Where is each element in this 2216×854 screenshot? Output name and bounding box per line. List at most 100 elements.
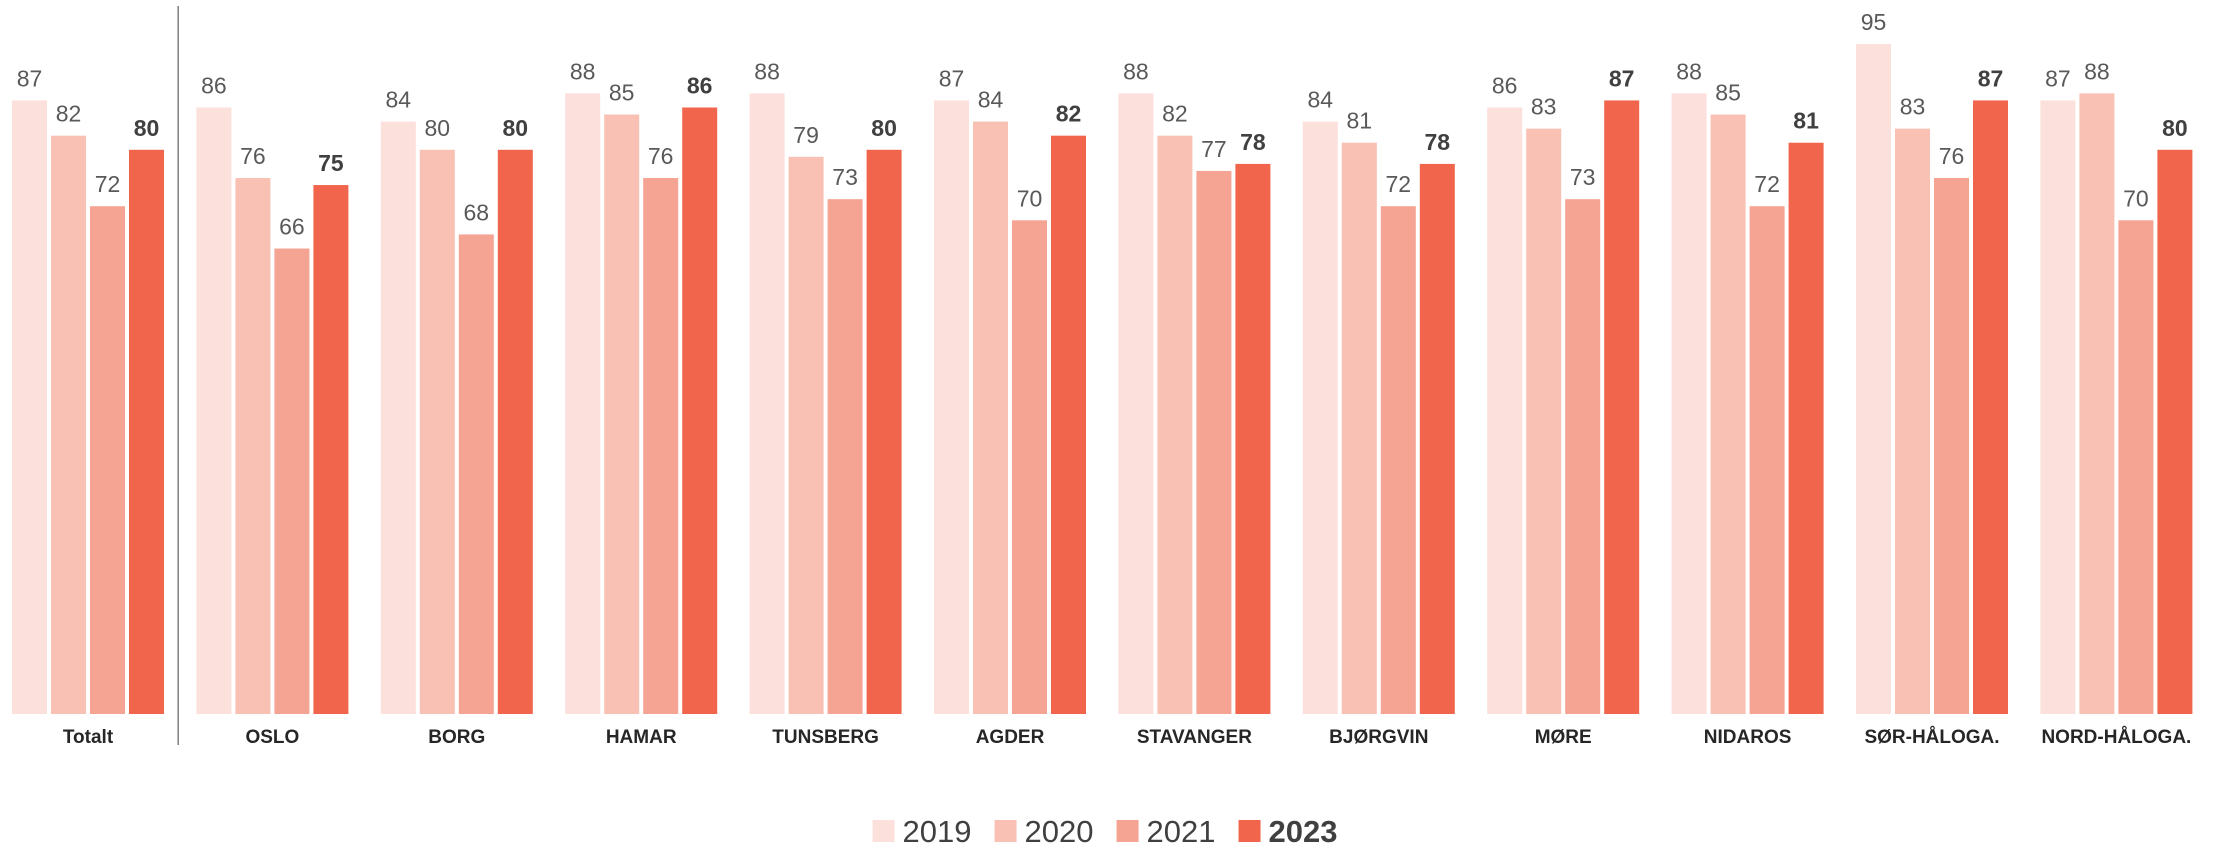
bar-bjørgvin-2021 [1380, 206, 1416, 715]
bar-hamar-2023 [682, 107, 718, 714]
value-label-oslo-2020: 76 [240, 143, 266, 169]
value-label-totalt-2023: 80 [134, 115, 160, 141]
bar-oslo-2021 [274, 248, 310, 715]
value-labels-layer: 87 82 72 80 86 76 66 75 84 80 68 80 88 85 76 86 88 79 73 80… [17, 9, 2188, 240]
bar-agder-2020 [973, 121, 1008, 714]
value-label-møre-2020: 83 [1531, 94, 1557, 120]
bars-layer [12, 44, 2193, 715]
bar-bjørgvin-2020 [1341, 142, 1377, 715]
value-label-sør-håloga-2023: 87 [1978, 65, 2004, 91]
bar-tunsberg-2023 [866, 149, 902, 714]
category-labels-layer: Totalt OSLO BORG HAMAR TUNSBERG AGDER STAVANGE… [63, 727, 2192, 748]
bar-totalt-2020 [51, 135, 86, 714]
bar-totalt-2019 [12, 100, 47, 715]
value-label-borg-2021: 68 [464, 199, 490, 225]
bar-borg-2023 [497, 149, 533, 714]
category-label-nord-håloga: NORD-HÅLOGA. [2041, 727, 2191, 748]
bar-sør-håloga-2020 [1895, 128, 1930, 714]
value-label-agder-2021: 70 [1017, 185, 1043, 211]
value-label-nord-håloga-2020: 88 [2084, 58, 2110, 84]
value-label-totalt-2021: 72 [95, 171, 121, 197]
value-label-nord-håloga-2023: 80 [2162, 115, 2188, 141]
bar-totalt-2023 [129, 149, 164, 714]
bar-møre-2023 [1604, 100, 1640, 715]
category-label-totalt: Totalt [63, 727, 114, 748]
value-label-nord-håloga-2019: 87 [2045, 65, 2071, 91]
bar-tunsberg-2020 [788, 156, 824, 714]
value-label-hamar-2020: 85 [609, 80, 635, 106]
value-label-oslo-2019: 86 [201, 72, 227, 98]
category-label-stavanger: STAVANGER [1137, 727, 1252, 748]
category-label-sør-håloga: SØR-HÅLOGA. [1864, 727, 1999, 748]
value-label-oslo-2021: 66 [279, 214, 305, 240]
value-label-sør-håloga-2020: 83 [1900, 94, 1926, 120]
bar-hamar-2021 [643, 178, 679, 714]
value-label-møre-2023: 87 [1609, 65, 1635, 91]
value-label-bjørgvin-2019: 84 [1308, 87, 1334, 113]
bar-oslo-2023 [313, 185, 349, 715]
value-label-nidaros-2023: 81 [1793, 108, 1819, 134]
value-label-sør-håloga-2021: 76 [1939, 143, 1965, 169]
value-label-bjørgvin-2023: 78 [1425, 129, 1451, 155]
bar-møre-2019 [1487, 107, 1523, 714]
value-label-nord-håloga-2021: 70 [2123, 185, 2149, 211]
bar-møre-2020 [1526, 128, 1562, 714]
legend-swatch-2020 [994, 820, 1017, 842]
bar-totalt-2021 [90, 206, 125, 715]
legend-swatch-2019 [872, 820, 895, 842]
bar-tunsberg-2021 [827, 199, 863, 714]
value-label-hamar-2019: 88 [570, 58, 596, 84]
bar-møre-2021 [1565, 199, 1601, 714]
legend: 2019 2020 2021 2023 [872, 814, 1338, 849]
category-label-bjørgvin: BJØRGVIN [1329, 727, 1428, 748]
value-label-nidaros-2019: 88 [1676, 58, 1702, 84]
bar-agder-2021 [1012, 220, 1047, 714]
value-label-hamar-2023: 86 [687, 72, 713, 98]
bar-nidaros-2023 [1788, 142, 1824, 715]
bar-sør-håloga-2019 [1856, 44, 1891, 714]
value-label-agder-2019: 87 [939, 65, 965, 91]
legend-swatch-2023 [1238, 820, 1261, 842]
value-label-stavanger-2020: 82 [1162, 101, 1188, 127]
value-label-stavanger-2023: 78 [1240, 129, 1266, 155]
bar-tunsberg-2019 [749, 93, 785, 715]
legend-label-2020: 2020 [1025, 814, 1094, 849]
legend-label-2023: 2023 [1269, 814, 1338, 849]
bar-borg-2021 [458, 234, 494, 714]
bar-stavanger-2021 [1196, 170, 1232, 714]
bar-hamar-2019 [565, 93, 601, 715]
bar-oslo-2020 [235, 178, 271, 714]
bar-bjørgvin-2023 [1419, 163, 1455, 715]
bar-stavanger-2020 [1157, 135, 1193, 714]
bar-nord-håloga-2019 [2040, 100, 2076, 715]
category-label-møre: MØRE [1535, 727, 1592, 748]
bar-oslo-2019 [196, 107, 232, 714]
bar-stavanger-2023 [1235, 163, 1271, 715]
bar-stavanger-2019 [1118, 93, 1154, 715]
value-label-agder-2020: 84 [978, 87, 1004, 113]
value-label-totalt-2019: 87 [17, 65, 43, 91]
value-label-stavanger-2019: 88 [1123, 58, 1149, 84]
value-label-tunsberg-2021: 73 [832, 164, 858, 190]
category-label-hamar: HAMAR [606, 727, 677, 748]
category-label-agder: AGDER [976, 727, 1045, 748]
value-label-nidaros-2020: 85 [1715, 80, 1741, 106]
bar-nord-håloga-2020 [2079, 93, 2115, 715]
legend-label-2021: 2021 [1147, 814, 1216, 849]
bar-sør-håloga-2023 [1973, 100, 2008, 715]
bar-hamar-2020 [604, 114, 640, 715]
bar-bjørgvin-2019 [1302, 121, 1338, 714]
value-label-oslo-2023: 75 [318, 150, 344, 176]
bar-sør-håloga-2021 [1934, 178, 1969, 714]
bar-nidaros-2019 [1671, 93, 1707, 715]
bar-nord-håloga-2021 [2118, 220, 2154, 714]
category-label-borg: BORG [428, 727, 485, 748]
bar-agder-2023 [1051, 135, 1086, 714]
bar-agder-2019 [934, 100, 969, 715]
value-label-tunsberg-2020: 79 [793, 122, 819, 148]
category-label-oslo: OSLO [245, 727, 299, 748]
value-label-borg-2023: 80 [503, 115, 529, 141]
value-label-bjørgvin-2020: 81 [1347, 108, 1373, 134]
value-label-møre-2021: 73 [1570, 164, 1596, 190]
